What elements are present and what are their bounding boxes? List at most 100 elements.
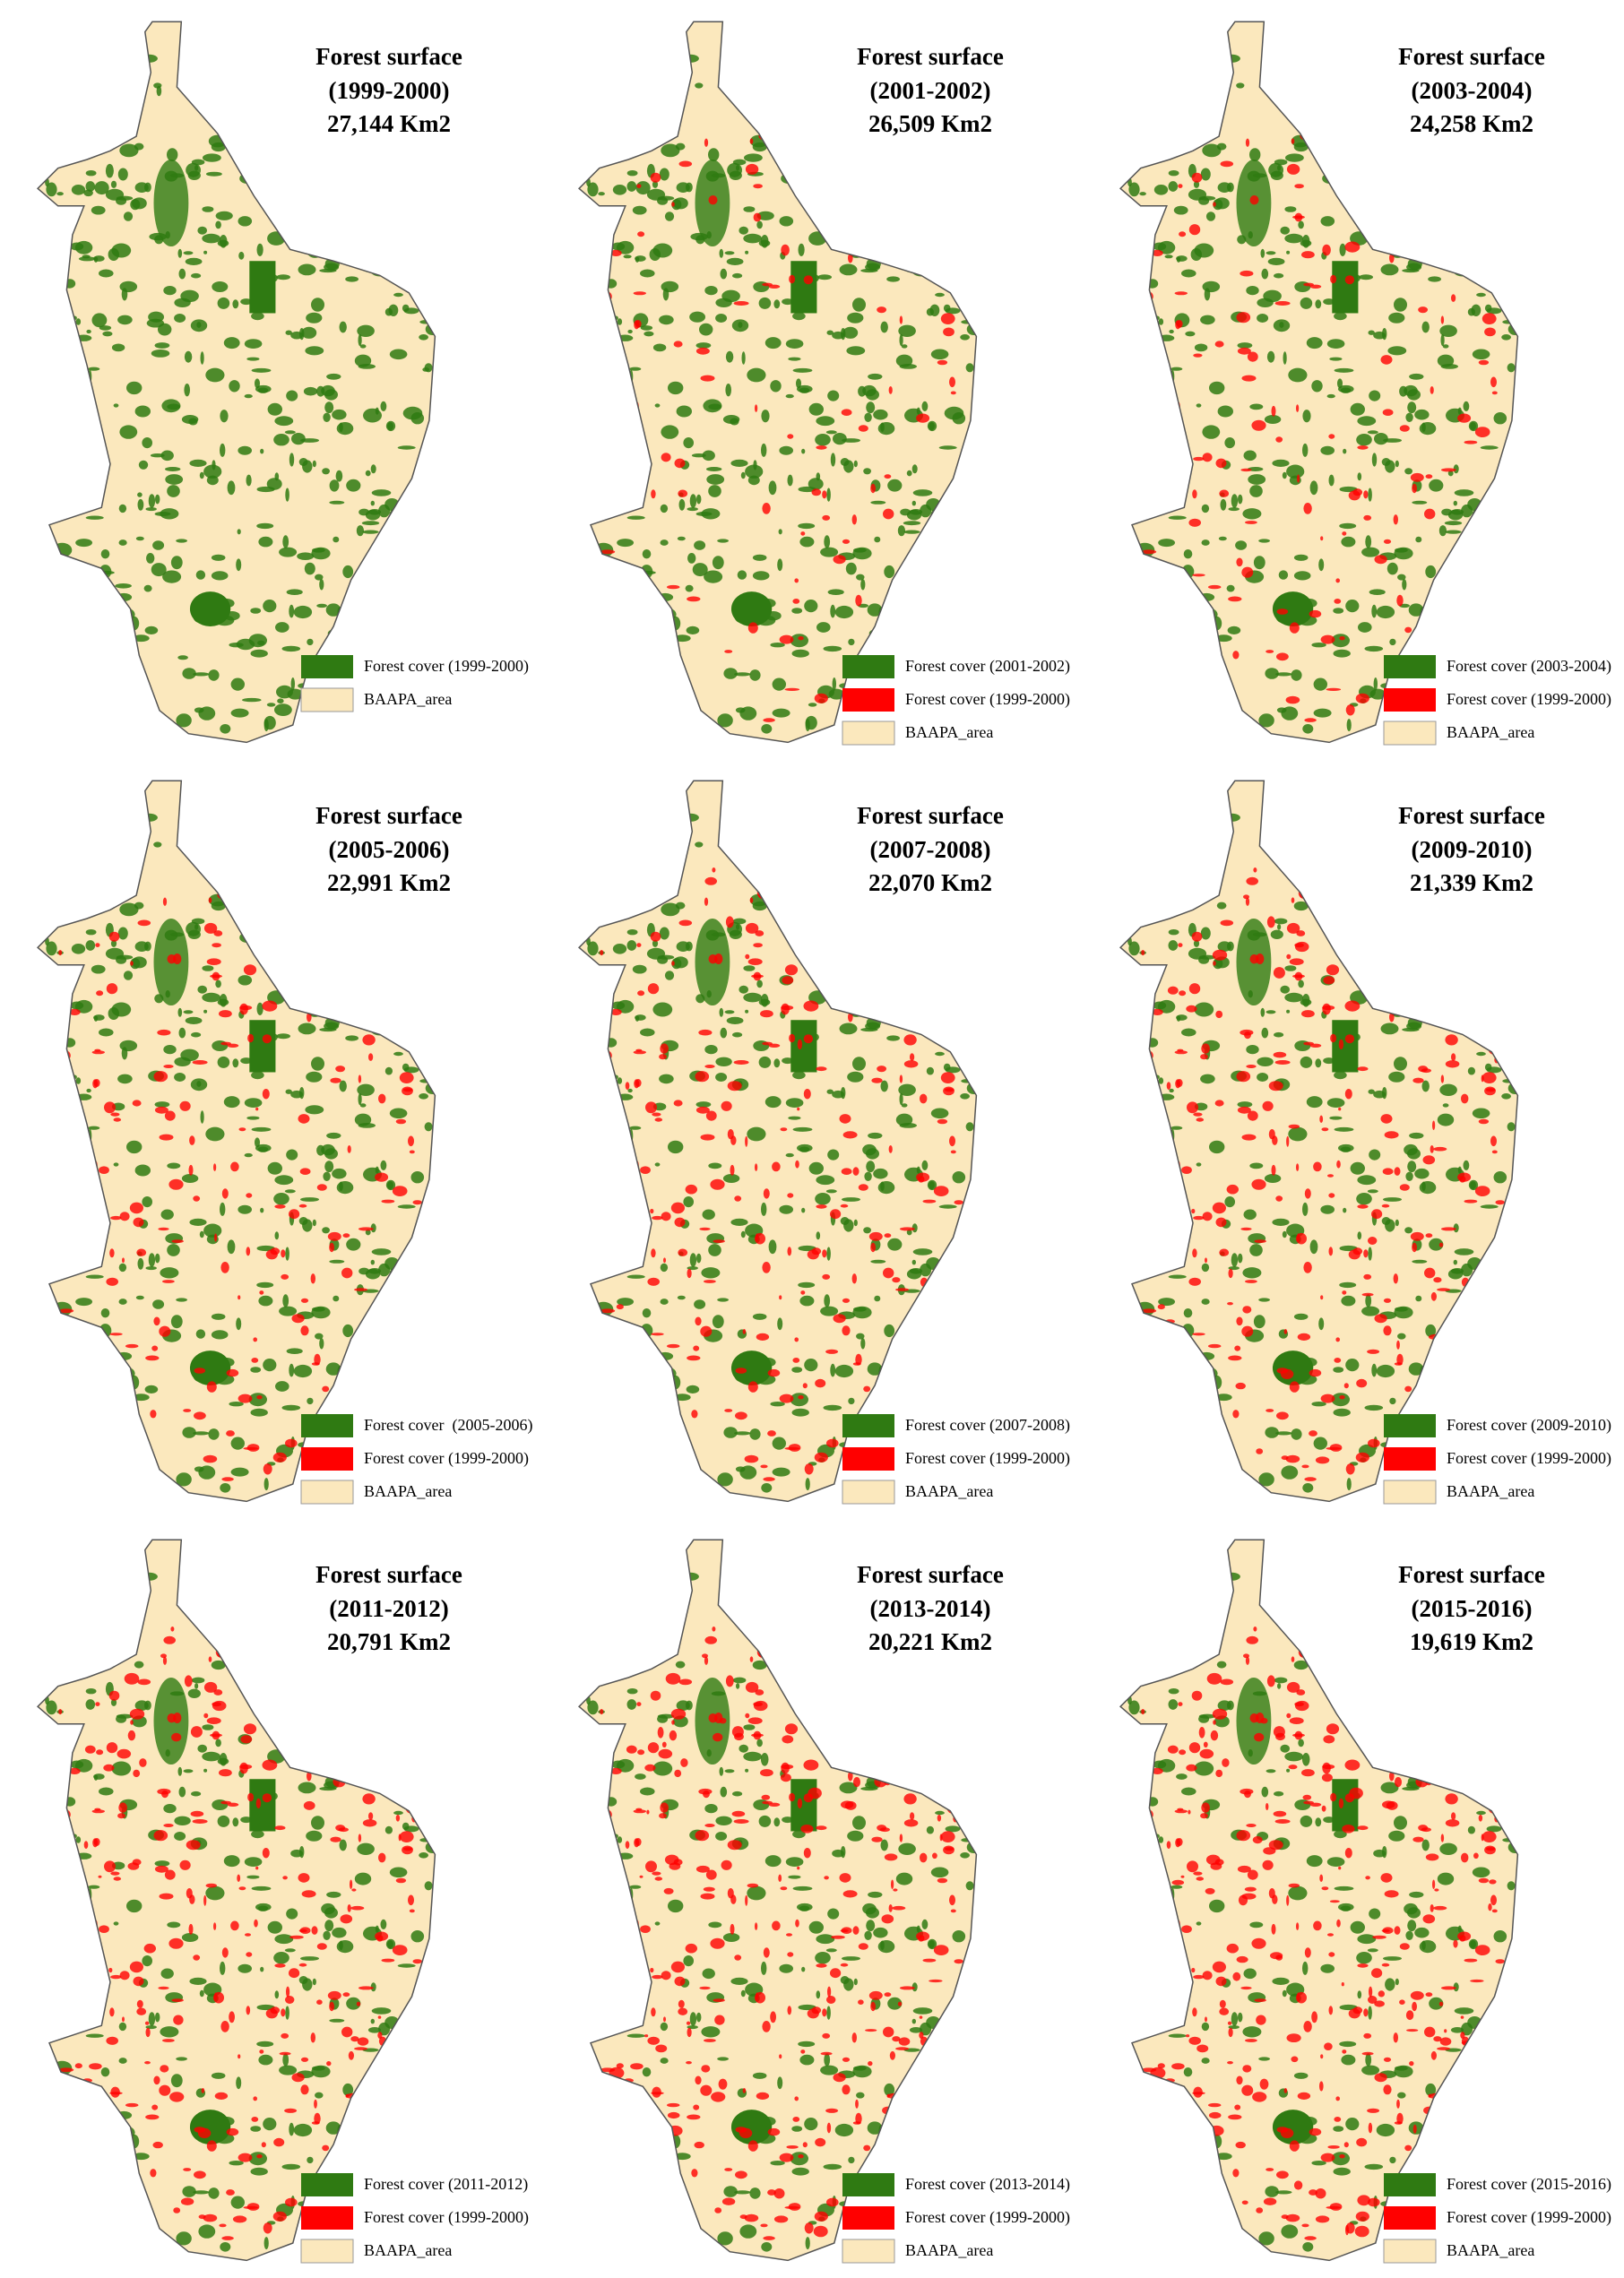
forest-patch (863, 1227, 871, 1234)
forest-patch (1158, 1093, 1175, 1100)
forest-patch (134, 1700, 149, 1711)
deforested-patch (281, 2008, 286, 2017)
forest-patch (963, 963, 977, 970)
forest-block (189, 591, 231, 626)
forest-patch (936, 1350, 951, 1363)
forest-patch (895, 192, 910, 205)
forest-patch (668, 1140, 684, 1154)
forest-patch (160, 1209, 174, 1221)
forest-patch (1453, 237, 1471, 252)
deforested-patch (756, 2092, 770, 2100)
forest-patch (274, 1990, 280, 1999)
deforested-patch (1320, 1394, 1335, 1403)
deforested-patch (822, 2008, 827, 2017)
forest-patch (180, 1048, 199, 1062)
deforested-patch (238, 2153, 253, 2162)
forest-patch (897, 600, 914, 614)
forest-patch (1169, 329, 1174, 334)
forest-patch (1231, 1253, 1239, 1267)
deforested-patch (892, 2036, 901, 2042)
deforested-patch (946, 1802, 958, 1814)
deforested-patch (657, 1727, 664, 1739)
deforested-patch (137, 919, 151, 927)
deforested-patch (1399, 888, 1405, 900)
forest-patch (1507, 929, 1518, 938)
legend-label: Forest cover (2003-2004) (1447, 657, 1611, 676)
deforested-patch (630, 1603, 637, 1611)
forest-patch (921, 1160, 929, 1170)
legend-label: Forest cover (1999-2000) (364, 657, 529, 676)
forest-patch (325, 2121, 341, 2135)
deforested-patch (137, 1678, 151, 1686)
forest-patch (834, 1364, 854, 1378)
deforested-patch (870, 1242, 876, 1253)
forest-patch (1395, 1307, 1408, 1312)
forest-patch (1409, 373, 1424, 380)
forest-patch (1263, 289, 1282, 303)
deforested-patch (164, 1869, 176, 1880)
forest-patch (329, 500, 345, 505)
deforested-patch (693, 2104, 700, 2110)
forest-patch (98, 1191, 103, 1198)
forest-patch (792, 1885, 813, 1891)
forest-patch (289, 879, 302, 889)
forest-patch (119, 807, 126, 816)
forest-patch (1450, 575, 1461, 584)
forest-patch (1243, 450, 1257, 462)
forest-patch (213, 78, 231, 90)
deforested-patch (1275, 1195, 1283, 1202)
forest-patch (1453, 464, 1459, 474)
forest-patch (752, 554, 767, 561)
deforested-patch (159, 1134, 174, 1141)
forest-patch (1438, 525, 1447, 537)
forest-patch (427, 182, 436, 188)
deforested-patch (1418, 1066, 1428, 1073)
forest-patch (583, 1913, 587, 1922)
forest-patch (39, 879, 49, 884)
forest-patch (233, 817, 245, 826)
forest-patch (39, 1439, 48, 1445)
deforested-patch (822, 1249, 827, 1258)
forest-patch (914, 898, 932, 910)
deforested-patch (768, 1802, 781, 1807)
forest-patch (307, 2156, 314, 2164)
forest-patch (827, 1908, 840, 1920)
deforested-patch (1344, 241, 1361, 253)
forest-patch (316, 1738, 326, 1751)
deforested-patch (144, 2021, 150, 2025)
deforested-patch (773, 139, 782, 144)
deforested-patch (699, 1227, 711, 1231)
forest-patch (785, 1098, 804, 1108)
forest-patch (1407, 1161, 1417, 1173)
deforested-patch (654, 1877, 663, 1881)
forest-patch (280, 108, 292, 121)
deforested-patch (246, 1193, 253, 1198)
deforested-patch (1342, 1290, 1347, 1295)
forest-patch (78, 2140, 87, 2148)
deforested-patch (745, 163, 759, 175)
forest-patch (281, 645, 301, 652)
forest-patch (758, 1815, 772, 1827)
deforested-patch (1456, 1016, 1471, 1026)
forest-patch (350, 981, 359, 989)
deforested-patch (206, 958, 221, 965)
forest-patch (336, 422, 354, 436)
deforested-patch (636, 184, 642, 189)
forest-patch (1153, 624, 1162, 631)
forest-patch (118, 2022, 127, 2032)
deforested-patch (226, 1625, 238, 1632)
deforested-patch (1374, 555, 1387, 565)
forest-patch (1200, 927, 1211, 940)
forest-patch (790, 2152, 808, 2166)
forest-patch (816, 1175, 835, 1186)
forest-patch (215, 220, 221, 229)
forest-patch (311, 1057, 324, 1071)
deforested-patch (326, 2061, 332, 2067)
forest-patch (312, 460, 316, 468)
forest-patch (820, 2065, 839, 2075)
forest-patch (870, 500, 886, 505)
forest-patch (181, 1933, 199, 1942)
deforested-patch (316, 888, 323, 900)
deforested-patch (855, 2099, 859, 2109)
deforested-patch (602, 1972, 611, 1978)
